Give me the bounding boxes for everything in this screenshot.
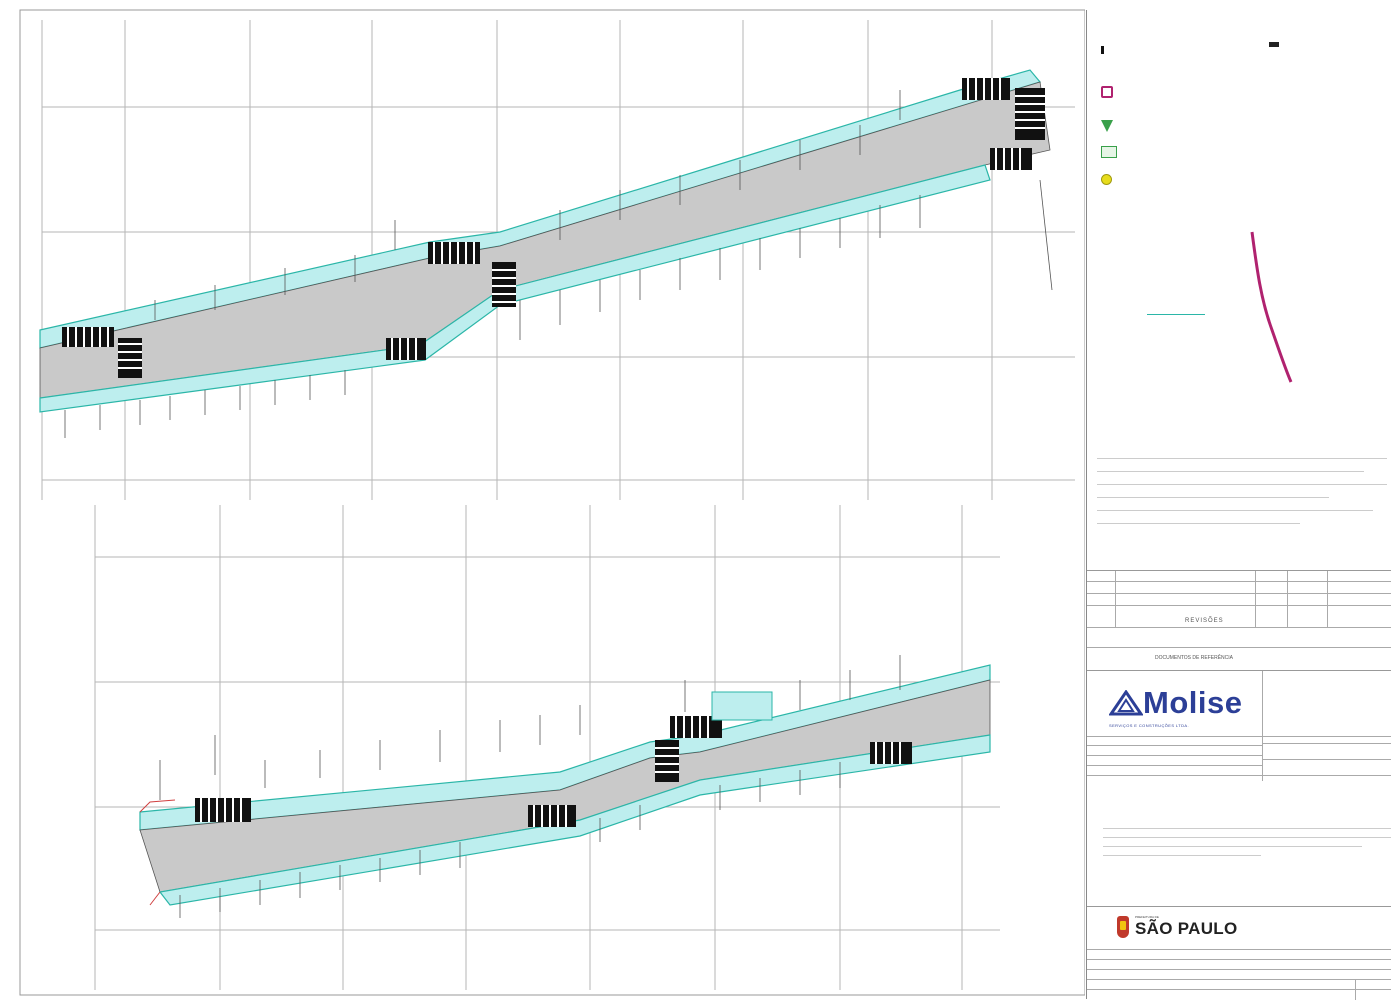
crosswalk-stripes-bottom [200, 716, 901, 827]
client-name: SÃO PAULO [1135, 919, 1238, 938]
bottom-road-plan [139, 655, 991, 918]
legend-row-3 [1101, 120, 1119, 132]
legend-row-5 [1101, 174, 1118, 185]
city-crest-icon [1117, 916, 1129, 938]
red-curb-mark [139, 799, 176, 813]
revisions-table: REVISÕES DOCUMENTOS DE REFERÊNCIA [1087, 570, 1391, 671]
molise-logo: Molise [1109, 685, 1242, 721]
company-tagline: SERVIÇOS E CONSTRUÇÕES LTDA. [1109, 723, 1189, 728]
green-tree-icon [1101, 120, 1113, 132]
yellow-circle-icon [1101, 174, 1112, 185]
green-rectangle-icon [1101, 146, 1117, 158]
revisions-label: REVISÕES [1185, 618, 1224, 624]
black-marker [1101, 46, 1104, 54]
legend-row-4 [1101, 146, 1123, 158]
dimension-ticks-top [64, 90, 1053, 438]
legend [1087, 30, 1391, 230]
disclaimer-text-block [1103, 828, 1391, 864]
company-name: Molise [1143, 685, 1243, 720]
legend-black-bar [1269, 42, 1279, 47]
client-block: PREFEITURA DE SÃO PAULO [1087, 906, 1391, 1000]
sidewalk-bump-bottom [711, 691, 773, 721]
sao-paulo-logo: PREFEITURA DE SÃO PAULO [1117, 915, 1238, 939]
red-curb-mark-2 [149, 891, 161, 906]
crosswalk-bottom-1 [195, 798, 251, 822]
company-block: Molise SERVIÇOS E CONSTRUÇÕES LTDA. [1087, 670, 1391, 781]
general-notes [1097, 448, 1387, 536]
title-block: REVISÕES DOCUMENTOS DE REFERÊNCIA Molise… [1086, 10, 1391, 1000]
pink-square-icon [1101, 86, 1113, 98]
dimension-ticks-bottom [159, 655, 901, 918]
top-road-plan [39, 69, 1053, 438]
legend-row-1 [1101, 46, 1110, 54]
location-key-map [1250, 231, 1293, 383]
crosswalk-bottom-2 [528, 805, 576, 827]
crosswalk-bottom-4 [655, 740, 679, 782]
legend-row-2 [1101, 86, 1119, 98]
plan-drawing-area [19, 9, 1085, 996]
molise-triangle-icon [1109, 690, 1143, 716]
plan-drawing [19, 9, 1085, 996]
key-map-label-line [1147, 308, 1205, 315]
crosswalk-stripes-top [67, 78, 1045, 369]
client-prefix: PREFEITURA DE [1135, 915, 1159, 919]
reference-documents-label: DOCUMENTOS DE REFERÊNCIA [1155, 655, 1233, 661]
